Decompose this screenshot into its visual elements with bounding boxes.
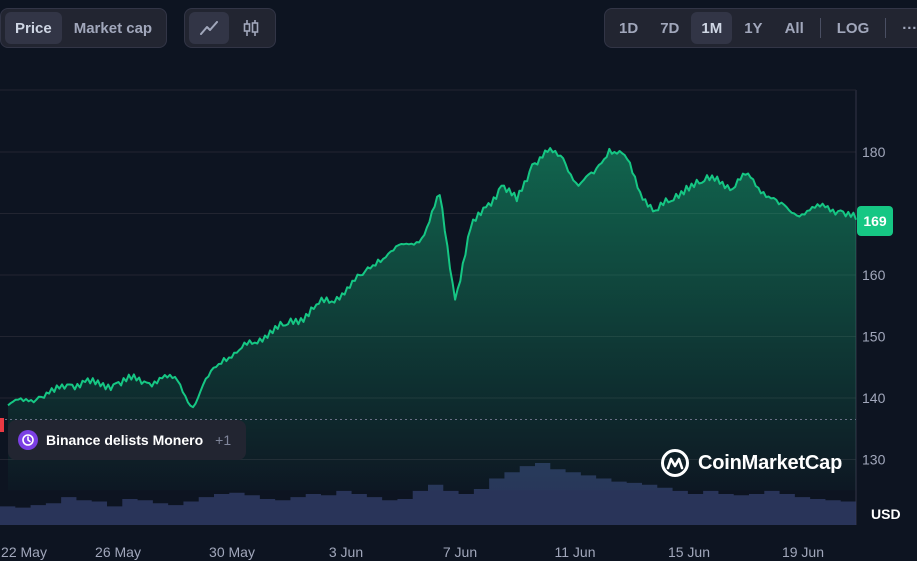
- line-chart-icon: [200, 21, 218, 35]
- x-axis-ticks: 22 May 26 May 30 May 3 Jun 7 Jun 11 Jun 15 Jun…: [1, 544, 824, 560]
- range-1y[interactable]: 1Y: [744, 19, 763, 37]
- range-7d[interactable]: 7D: [660, 19, 680, 37]
- divider: [885, 18, 887, 38]
- coinmarketcap-logo-icon: [661, 449, 689, 477]
- x-tick-label: 3 Jun: [329, 544, 363, 560]
- range-all[interactable]: All: [784, 19, 804, 37]
- range-1d[interactable]: 1D: [619, 19, 639, 37]
- log-scale-button[interactable]: LOG: [836, 19, 870, 37]
- more-options-button[interactable]: ···: [902, 19, 917, 37]
- x-tick-label: 7 Jun: [443, 544, 477, 560]
- clock-history-icon: [18, 430, 38, 450]
- tab-market-cap[interactable]: Market cap: [73, 19, 153, 37]
- currency-label: USD: [871, 506, 901, 522]
- watermark: CoinMarketCap: [660, 448, 842, 478]
- candlestick-chart-button[interactable]: [231, 12, 271, 44]
- y-tick-label: 180: [862, 144, 886, 160]
- x-tick-label: 15 Jun: [668, 544, 710, 560]
- current-price-badge: 169: [857, 206, 893, 236]
- x-tick-label: 22 May: [1, 544, 47, 560]
- event-marker[interactable]: [0, 418, 4, 432]
- event-count: +1: [215, 432, 232, 448]
- y-tick-label: 140: [862, 390, 886, 406]
- time-range-toggle: 1D 7D 1M 1Y All LOG ···: [604, 8, 917, 48]
- line-chart-button[interactable]: [189, 12, 229, 44]
- price-area-fill: [8, 148, 856, 491]
- price-line: [7, 147, 857, 409]
- y-tick-label: 160: [862, 267, 886, 283]
- range-1m[interactable]: 1M: [691, 12, 733, 44]
- x-tick-label: 11 Jun: [555, 544, 596, 560]
- divider: [819, 18, 821, 38]
- y-axis-ticks: 130140150160170180: [862, 144, 886, 468]
- price-area: [7, 147, 857, 491]
- x-tick-label: 26 May: [95, 544, 141, 560]
- chart-type-toggle: [184, 8, 276, 48]
- event-chip[interactable]: Binance delists Monero +1: [8, 420, 246, 460]
- x-tick-label: 19 Jun: [782, 544, 824, 560]
- volume-area: [0, 463, 856, 525]
- tab-price[interactable]: Price: [5, 12, 62, 44]
- y-tick-label: 130: [862, 452, 886, 468]
- watermark-text: CoinMarketCap: [698, 451, 843, 474]
- x-tick-label: 30 May: [209, 544, 255, 560]
- event-label: Binance delists Monero: [46, 432, 204, 448]
- y-tick-label: 150: [862, 329, 886, 345]
- volume-bars: [0, 463, 856, 525]
- candlestick-icon: [243, 20, 259, 36]
- metric-toggle: Price Market cap: [0, 8, 168, 48]
